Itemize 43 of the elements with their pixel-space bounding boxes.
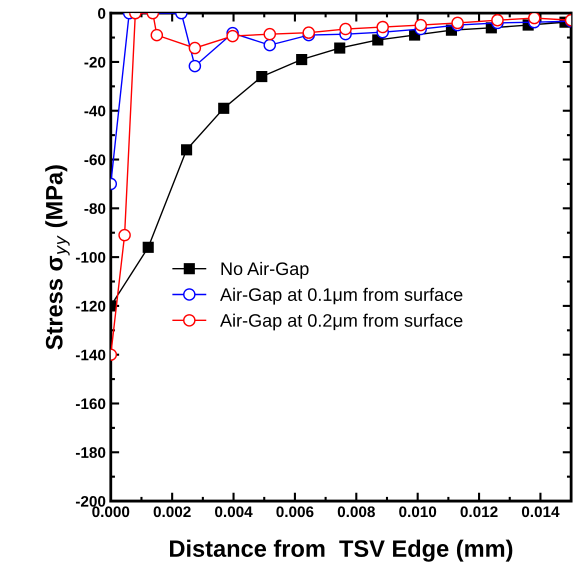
point bbox=[528, 13, 541, 24]
point bbox=[118, 228, 131, 242]
point bbox=[296, 54, 308, 66]
y-tick-label: 0 bbox=[98, 8, 106, 19]
point bbox=[188, 42, 202, 54]
x-tick-label: 0.000 bbox=[92, 506, 130, 518]
y-axis-title: Stress σ$_{yy}$ (MPa) bbox=[45, 165, 70, 350]
point bbox=[491, 14, 504, 26]
point bbox=[150, 28, 164, 42]
x-tick-label: 0.014 bbox=[522, 506, 560, 518]
legend-label: No Air-Gap bbox=[221, 262, 309, 279]
y-tick-label: -80 bbox=[84, 203, 106, 214]
point bbox=[264, 38, 276, 52]
legend-label: Air-Gap at 0.1μm from surface bbox=[220, 288, 462, 305]
y-tick-label: -180 bbox=[76, 447, 106, 458]
y-tick-label: -120 bbox=[76, 300, 106, 312]
point bbox=[302, 26, 315, 39]
point bbox=[181, 144, 192, 156]
point bbox=[264, 28, 276, 40]
x-tick-label: 0.004 bbox=[215, 506, 253, 518]
y-tick-label: -60 bbox=[84, 154, 106, 166]
point bbox=[188, 60, 202, 72]
y-tick-label: -160 bbox=[76, 398, 106, 410]
y-tick-label: -100 bbox=[76, 252, 106, 263]
x-tick-label: 0.008 bbox=[338, 506, 375, 518]
point bbox=[376, 20, 389, 34]
x-tick-label: 0.010 bbox=[399, 506, 436, 518]
y-tick-label: -140 bbox=[76, 350, 106, 360]
x-tick-label: 0.002 bbox=[154, 506, 191, 518]
point bbox=[142, 242, 154, 253]
point bbox=[414, 18, 427, 32]
y-tick-label: -20 bbox=[84, 56, 106, 68]
y-tick-label: -200 bbox=[76, 496, 106, 507]
point bbox=[218, 102, 230, 114]
y-tick-label: -40 bbox=[84, 106, 106, 116]
x-tick-label: 0.012 bbox=[460, 506, 498, 518]
point bbox=[334, 42, 346, 54]
point bbox=[339, 22, 352, 36]
x-axis-title: Distance from TSV Edge (mm) bbox=[170, 540, 512, 562]
point bbox=[226, 30, 239, 42]
legend-label: Air-Gap at 0.2μm from surface bbox=[220, 314, 462, 330]
point bbox=[256, 71, 268, 82]
x-tick-label: 0.006 bbox=[276, 506, 314, 518]
